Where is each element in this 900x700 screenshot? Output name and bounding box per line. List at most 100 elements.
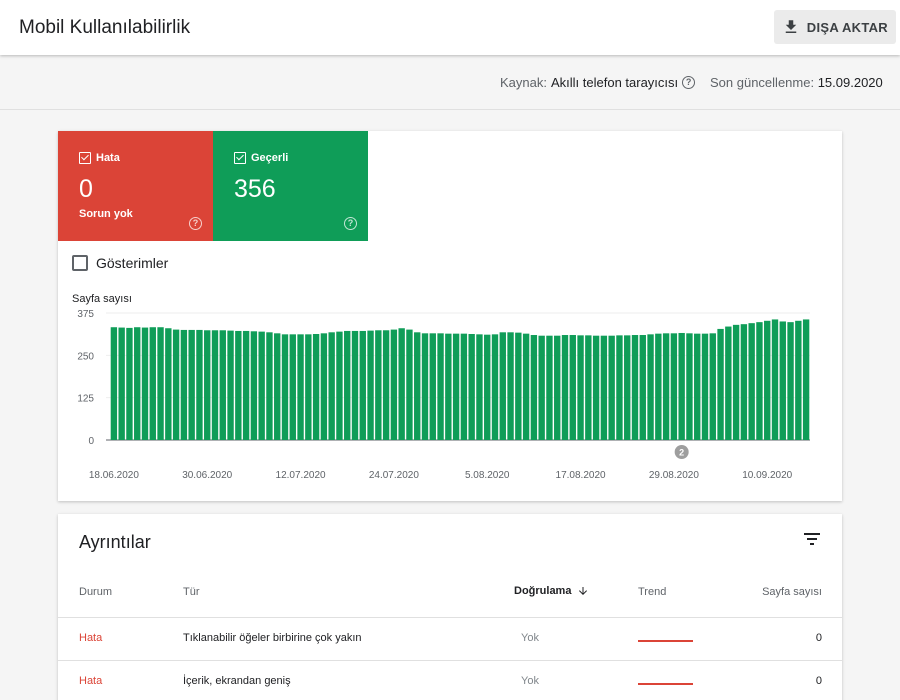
chart-bar[interactable]	[771, 319, 779, 440]
chart-bar[interactable]	[460, 333, 468, 440]
chart-bar[interactable]	[336, 331, 343, 440]
chart-bar[interactable]	[266, 332, 273, 440]
chart-bar[interactable]	[561, 335, 569, 440]
chart-bar[interactable]	[219, 330, 226, 440]
chart-bar[interactable]	[662, 333, 670, 440]
chart-bar[interactable]	[655, 333, 662, 440]
chart-bar[interactable]	[748, 323, 755, 440]
chart-bar[interactable]	[359, 330, 366, 440]
chart-bar[interactable]	[499, 332, 506, 440]
chart-bar[interactable]	[165, 328, 172, 440]
chart-bar[interactable]	[701, 333, 709, 440]
valid-tile[interactable]: Geçerli 356 ?	[213, 131, 368, 241]
chart-bar[interactable]	[678, 332, 685, 440]
chart-bar[interactable]	[546, 335, 553, 440]
chart-bar[interactable]	[390, 329, 398, 440]
chart-bar[interactable]	[608, 335, 615, 440]
chart-bar[interactable]	[375, 330, 382, 440]
chart-bar[interactable]	[639, 335, 646, 440]
chart-bar[interactable]	[180, 329, 188, 440]
chart-bar[interactable]	[172, 329, 180, 440]
chart-bar[interactable]	[624, 335, 631, 440]
chart-bar[interactable]	[227, 330, 234, 440]
chart-bar[interactable]	[118, 327, 125, 440]
chart-bar[interactable]	[709, 333, 716, 440]
chart-bar[interactable]	[600, 335, 608, 440]
impressions-toggle[interactable]: Gösterimler	[72, 255, 168, 271]
chart-bar[interactable]	[406, 329, 413, 440]
chart-bar[interactable]	[538, 335, 545, 440]
column-header-type[interactable]: Tür	[183, 586, 200, 598]
column-header-verification[interactable]: Doğrulama	[514, 585, 589, 597]
chart-bar[interactable]	[725, 326, 732, 440]
chart-bar[interactable]	[126, 327, 133, 440]
chart-bar[interactable]	[312, 333, 320, 440]
chart-bar[interactable]	[351, 330, 359, 440]
chart-bar[interactable]	[740, 324, 748, 440]
filter-icon[interactable]	[804, 532, 820, 546]
chart-bar[interactable]	[429, 333, 436, 440]
chart-bar[interactable]	[445, 333, 452, 440]
chart-bar[interactable]	[297, 334, 304, 440]
chart-bar[interactable]	[414, 332, 421, 440]
chart-bar[interactable]	[795, 320, 802, 440]
chart-bar[interactable]	[764, 320, 771, 440]
chart-bar[interactable]	[569, 335, 576, 440]
chart-bar[interactable]	[554, 335, 561, 440]
chart-bar[interactable]	[616, 335, 623, 440]
chart-bar[interactable]	[686, 333, 693, 440]
table-row[interactable]: Hata Tıklanabilir öğeler birbirine çok y…	[58, 617, 842, 660]
chart-bar[interactable]	[320, 333, 328, 440]
chart-bar[interactable]	[484, 334, 491, 440]
chart-bar[interactable]	[437, 333, 444, 440]
column-header-trend[interactable]: Trend	[638, 586, 667, 598]
export-button[interactable]: DIŞA AKTAR	[773, 10, 896, 44]
chart-bar[interactable]	[515, 332, 522, 440]
checkbox-checked-icon[interactable]	[234, 152, 246, 164]
chart-bar[interactable]	[134, 327, 141, 440]
annotation-marker[interactable]	[674, 445, 689, 459]
chart-bar[interactable]	[188, 329, 195, 440]
chart-bar[interactable]	[732, 324, 740, 440]
chart-bar[interactable]	[592, 335, 600, 440]
error-tile[interactable]: Hata 0 Sorun yok ?	[58, 131, 213, 241]
chart-bar[interactable]	[585, 335, 592, 440]
chart-bar[interactable]	[258, 331, 265, 440]
chart-bar[interactable]	[577, 335, 584, 440]
chart-bar[interactable]	[647, 334, 654, 440]
chart-bar[interactable]	[802, 319, 810, 440]
chart-bar[interactable]	[204, 330, 211, 440]
chart-bar[interactable]	[756, 322, 763, 440]
chart-bar[interactable]	[289, 334, 296, 440]
chart-bar[interactable]	[468, 333, 475, 440]
column-header-pages[interactable]: Sayfa sayısı	[762, 586, 822, 598]
chart-bar[interactable]	[328, 332, 335, 440]
chart-bar[interactable]	[522, 333, 530, 440]
chart-bar[interactable]	[530, 335, 538, 440]
chart-bar[interactable]	[398, 328, 405, 440]
chart-bar[interactable]	[491, 334, 499, 440]
help-icon[interactable]: ?	[682, 76, 696, 89]
chart-bar[interactable]	[452, 333, 460, 440]
chart-bar[interactable]	[382, 330, 390, 440]
chart-bar[interactable]	[717, 328, 724, 440]
chart-bar[interactable]	[779, 321, 786, 440]
chart-bar[interactable]	[507, 332, 514, 440]
chart-bar[interactable]	[421, 333, 429, 440]
help-icon[interactable]: ?	[344, 217, 357, 230]
table-row[interactable]: Hata İçerik, ekrandan geniş Yok 0	[58, 660, 842, 700]
chart-bar[interactable]	[670, 333, 678, 440]
chart-bar[interactable]	[305, 334, 312, 440]
chart-bar[interactable]	[476, 334, 483, 440]
chart-bar[interactable]	[274, 333, 281, 440]
chart-bar[interactable]	[787, 322, 794, 440]
chart-bar[interactable]	[344, 330, 351, 440]
chart-bar[interactable]	[242, 330, 250, 440]
chart-bar[interactable]	[211, 330, 219, 440]
chart-bar[interactable]	[631, 335, 639, 440]
chart-bar[interactable]	[110, 327, 118, 440]
chart-bar[interactable]	[149, 327, 156, 440]
chart-bar[interactable]	[157, 327, 164, 440]
chart-bar[interactable]	[141, 327, 149, 440]
chart-bar[interactable]	[235, 330, 242, 440]
